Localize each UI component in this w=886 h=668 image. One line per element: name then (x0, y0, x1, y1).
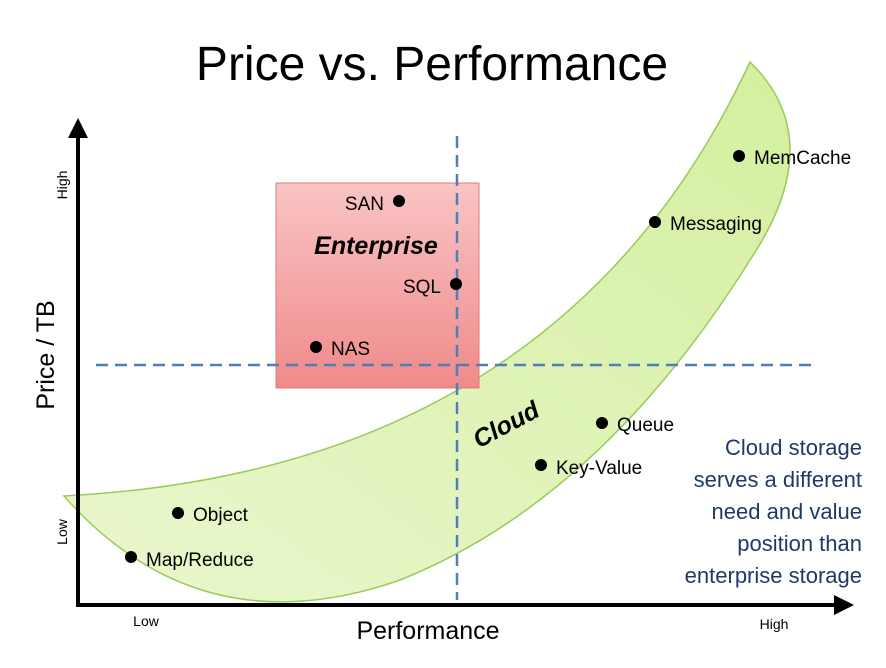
point-marker (450, 278, 462, 290)
x-axis-title: Performance (356, 617, 499, 645)
point-object: Object (172, 505, 249, 526)
point-label: SQL (403, 277, 441, 298)
enterprise-label: Enterprise (314, 232, 438, 260)
note-line: position than (737, 531, 862, 556)
enterprise-region (275, 182, 480, 389)
point-label: SAN (345, 194, 384, 215)
diagram-title: Price vs. Performance (196, 38, 668, 91)
point-marker (649, 216, 661, 228)
point-memcache: MemCache (733, 148, 851, 169)
y-axis-low-label: Low (54, 518, 70, 545)
point-marker (393, 195, 405, 207)
point-map-reduce: Map/Reduce (125, 550, 254, 571)
y-axis-arrow (68, 118, 88, 138)
point-marker (733, 150, 745, 162)
x-axis-low-label: Low (133, 613, 160, 629)
note-line: Cloud storage (725, 435, 862, 460)
cloud-region (62, 60, 791, 603)
y-axis-high-label: High (54, 171, 70, 200)
point-label: MemCache (754, 148, 851, 169)
point-san: SAN (345, 194, 405, 215)
point-messaging: Messaging (649, 214, 762, 235)
x-axis-high-label: High (760, 616, 789, 632)
point-marker (596, 417, 608, 429)
point-marker (310, 341, 322, 353)
point-key-value: Key-Value (535, 458, 642, 479)
note-line: serves a different (694, 467, 862, 492)
point-label: Messaging (670, 214, 762, 235)
point-marker (172, 507, 184, 519)
point-label: NAS (331, 339, 370, 360)
x-axis-arrow (834, 595, 854, 615)
note-line: enterprise storage (685, 563, 862, 588)
y-axis-title: Price / TB (32, 300, 60, 409)
point-queue: Queue (596, 415, 674, 436)
point-label: Object (193, 505, 249, 526)
point-label: Queue (617, 415, 674, 436)
point-sql: SQL (403, 277, 462, 298)
point-label: Map/Reduce (146, 550, 254, 571)
point-label: Key-Value (556, 458, 642, 479)
point-marker (535, 459, 547, 471)
point-marker (125, 551, 137, 563)
explanatory-note: Cloud storage serves a different need an… (685, 435, 862, 588)
point-nas: NAS (310, 339, 370, 360)
note-line: need and value (712, 499, 862, 524)
